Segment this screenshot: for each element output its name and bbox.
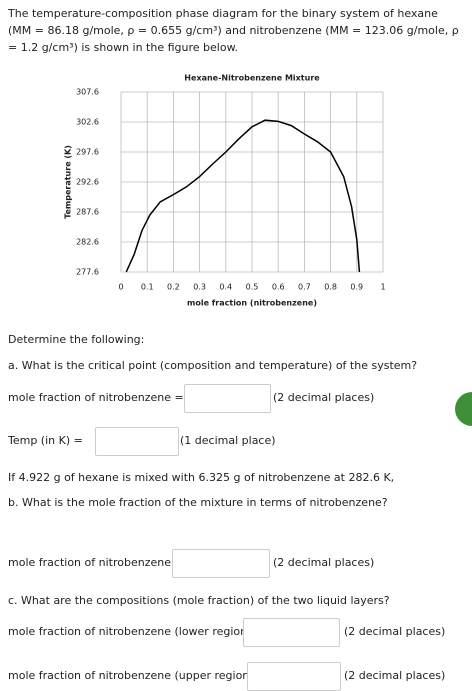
x-tick-label: 0 [118,283,123,292]
x-tick-label: 0.2 [167,283,180,292]
field-hint: (2 decimal places) [273,391,375,404]
y-tick-label: 292.6 [76,178,99,187]
question: b. What is the mole fraction of the mixt… [8,496,388,509]
y-tick-label: 282.6 [76,238,99,247]
y-axis-label: Temperature (K) [64,145,73,219]
intro: The temperature-composition phase diagra… [8,7,459,54]
field-label: mole fraction of nitrobenzene = [8,556,184,569]
y-tick-label: 302.6 [76,118,99,127]
chart: Hexane-Nitrobenzene Mixture 277.6 282.6 287… [64,74,386,308]
x-tick-label: 0.4 [219,283,232,292]
setup: If 4.922 g of hexane is mixed with 6.325… [8,471,395,484]
field-hint: (2 decimal places) [273,556,375,569]
answer-input[interactable] [184,384,271,413]
answer-input[interactable] [172,549,270,578]
x-tick-label: 1 [380,283,385,292]
data-line [125,119,361,273]
answer-input[interactable] [95,427,179,456]
answer-input[interactable] [247,662,341,691]
field-label: mole fraction of nitrobenzene (lower reg… [8,625,265,638]
y-tick-label: 307.6 [76,88,99,97]
side-button[interactable] [455,392,472,426]
x-tick-label: 0.3 [193,283,206,292]
field-hint: (2 decimal places) [344,669,446,682]
x-tick-label: 0.6 [272,283,285,292]
field-hint: (2 decimal places) [344,625,446,638]
y-tick-label: 297.6 [76,148,99,157]
x-tick-label: 0.8 [324,283,337,292]
x-tick-label: 0.7 [298,283,311,292]
field-hint: (1 decimal place) [180,434,276,447]
field-label: Temp (in K) = [8,434,83,447]
x-tick-label: 0.9 [350,283,363,292]
x-tick-label: 0.1 [141,283,154,292]
question: c. What are the compositions (mole fract… [8,594,390,607]
instruction: Determine the following: [8,333,145,346]
field-label: mole fraction of nitrobenzene (upper reg… [8,669,267,682]
y-tick-label: 277.6 [76,268,99,277]
question: a. What is the critical point (compositi… [8,359,418,372]
x-axis-label: mole fraction (nitrobenzene) [187,299,317,308]
x-tick-label: 0.5 [246,283,259,292]
field-label: mole fraction of nitrobenzene = [8,391,184,404]
answer-input[interactable] [243,618,340,647]
chart-title: Hexane-Nitrobenzene Mixture [184,74,320,83]
y-tick-label: 287.6 [76,208,99,217]
